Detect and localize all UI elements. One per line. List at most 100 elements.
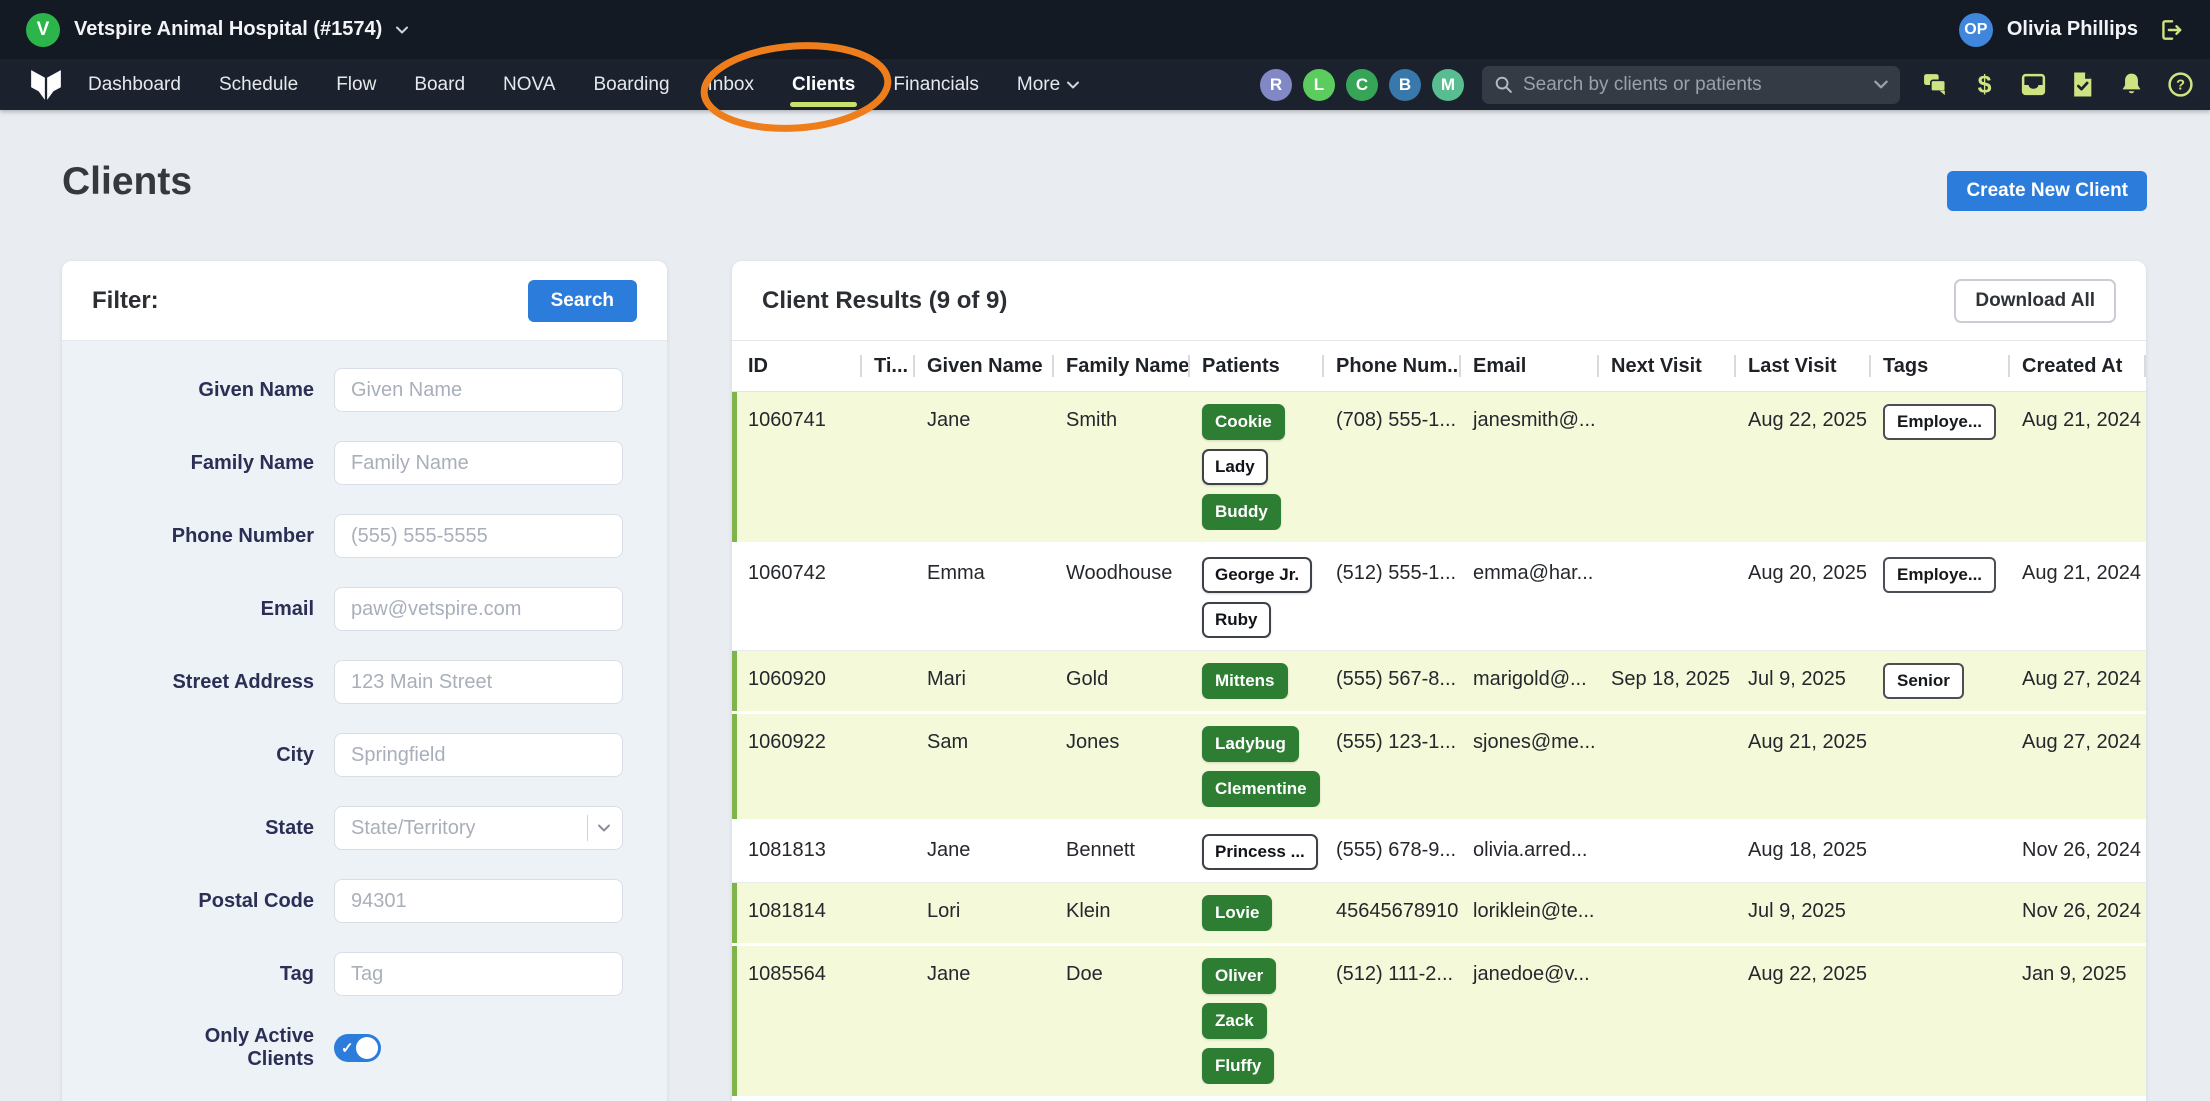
cell-tags: Employe... xyxy=(1869,404,2008,530)
table-row[interactable]: 1060741 Jane Smith Cookie Lady Buddy (708) 555… xyxy=(732,392,2146,545)
table-row[interactable]: 1081813 Jane Bennett Princess ... (555) 678-… xyxy=(732,822,2146,883)
nav-item-financials[interactable]: Financials xyxy=(893,74,979,96)
patient-badge[interactable]: Fluffy xyxy=(1202,1048,1275,1084)
nav-item-nova[interactable]: NOVA xyxy=(503,74,555,96)
filter-label-family-name: Family Name xyxy=(62,452,314,475)
patient-badge[interactable]: Lovie xyxy=(1202,895,1273,931)
cell-family-name: Doe xyxy=(1066,963,1103,985)
filter-panel: Filter: Search Given Name Given Name Famil… xyxy=(62,261,667,1101)
cell-created-at: Jan 9, 2025 xyxy=(2022,963,2127,985)
patient-badge[interactable]: Mittens xyxy=(1202,663,1288,699)
filter-search-button[interactable]: Search xyxy=(527,279,637,322)
nav-item-board[interactable]: Board xyxy=(414,74,465,96)
cell-last-visit: Aug 18, 2025 xyxy=(1748,839,1867,861)
vetspire-logo-icon[interactable] xyxy=(30,69,62,100)
org-switcher[interactable]: V Vetspire Animal Hospital (#1574) xyxy=(26,12,409,47)
column-header-patients: Patients xyxy=(1188,355,1322,378)
nav-item-label: Dashboard xyxy=(88,73,181,95)
cell-title xyxy=(860,834,913,870)
chevron-down-icon[interactable] xyxy=(1874,80,1888,89)
only-active-clients-toggle[interactable]: ✓ xyxy=(334,1034,381,1062)
patient-badge[interactable]: Clementine xyxy=(1202,771,1320,807)
filter-row-phone-number: Phone Number (555) 555-5555 xyxy=(62,514,667,558)
table-row[interactable]: 1060922 Sam Jones Ladybug Clementine (555) 12… xyxy=(732,714,2146,822)
nav-item-label: Inbox xyxy=(707,73,754,95)
cell-created-at: Nov 26, 2024 xyxy=(2022,839,2141,861)
column-header-tags: Tags xyxy=(1869,355,2008,378)
cell-created-at: Aug 27, 2024 xyxy=(2022,668,2141,690)
tag-input[interactable]: Tag xyxy=(334,952,623,996)
nav-item-more[interactable]: More xyxy=(1017,74,1080,96)
table-row[interactable]: 1060920 Mari Gold Mittens (555) 567-8... mari… xyxy=(732,651,2146,714)
logout-icon[interactable] xyxy=(2158,17,2184,43)
cell-next-visit xyxy=(1597,895,1734,931)
download-all-button[interactable]: Download All xyxy=(1954,278,2116,323)
doc-check-icon[interactable] xyxy=(2069,71,2096,98)
input-placeholder: 94301 xyxy=(351,889,407,912)
patient-badge[interactable]: Lady xyxy=(1202,449,1268,485)
street-address-input[interactable]: 123 Main Street xyxy=(334,660,623,704)
patient-badge[interactable]: Ruby xyxy=(1202,602,1271,638)
email-input[interactable]: paw@vetspire.com xyxy=(334,587,623,631)
nav-item-dashboard[interactable]: Dashboard xyxy=(88,74,181,96)
table-row[interactable]: 1060742 Emma Woodhouse George Jr. Ruby (512) … xyxy=(732,545,2146,651)
city-input[interactable]: Springfield xyxy=(334,733,623,777)
patient-badge[interactable]: Oliver xyxy=(1202,958,1277,994)
table-row[interactable]: 1251217TaylorMillerKona(555) 555-5...tay… xyxy=(732,1099,2146,1101)
user-avatar[interactable]: OP xyxy=(1958,12,1993,47)
column-header-given-name: Given Name xyxy=(913,355,1052,378)
patient-badge[interactable]: George Jr. xyxy=(1202,557,1313,593)
patient-badge[interactable]: Ladybug xyxy=(1202,726,1299,762)
cell-family-name: Gold xyxy=(1066,668,1109,690)
chevron-down-icon xyxy=(396,26,409,34)
cell-email: janedoe@v... xyxy=(1473,963,1590,985)
create-new-client-button[interactable]: Create New Client xyxy=(1947,171,2147,211)
cell-id: 1060920 xyxy=(748,668,826,690)
global-search-input[interactable]: Search by clients or patients xyxy=(1482,65,1900,104)
nav-bar: Dashboard Schedule Flow Board NOVA Boarding In… xyxy=(0,59,2210,110)
filter-label-text: Given Name xyxy=(198,378,314,401)
nav-item-flow[interactable]: Flow xyxy=(336,74,376,96)
help-icon[interactable]: ? xyxy=(2167,71,2194,98)
table-row[interactable]: 1085564 Jane Doe Oliver Zack Fluffy (512) 111-… xyxy=(732,946,2146,1099)
nav-item-label: NOVA xyxy=(503,73,556,95)
table-row[interactable]: 1081814 Lori Klein Lovie 45645678910 loriklei… xyxy=(732,883,2146,946)
dollar-icon[interactable]: $ xyxy=(1971,71,1998,98)
filter-label-text: Phone Number xyxy=(171,524,314,547)
filter-label-tag: Tag xyxy=(62,963,314,986)
nav-item-boarding[interactable]: Boarding xyxy=(593,74,669,96)
state-select[interactable]: State/Territory xyxy=(334,806,623,850)
nav-item-clients[interactable]: Clients xyxy=(789,74,858,107)
patient-badge[interactable]: Princess ... xyxy=(1202,834,1318,870)
given-name-input[interactable]: Given Name xyxy=(334,368,623,412)
team-avatar-b[interactable]: B xyxy=(1389,68,1421,101)
input-placeholder: Given Name xyxy=(351,378,463,401)
patient-badge[interactable]: Cookie xyxy=(1202,404,1285,440)
chat-icon[interactable] xyxy=(1922,71,1949,98)
input-placeholder: (555) 555-5555 xyxy=(351,524,488,547)
cell-id: 1060741 xyxy=(748,409,826,431)
cell-tags xyxy=(1869,895,2008,931)
cell-email: loriklein@te... xyxy=(1473,900,1595,922)
cell-family-name: Woodhouse xyxy=(1066,562,1173,584)
team-avatar-r[interactable]: R xyxy=(1260,68,1292,101)
nav-item-label: Boarding xyxy=(593,73,670,95)
results-header: Client Results (9 of 9) Download All xyxy=(732,261,2146,341)
tray-icon[interactable] xyxy=(2020,71,2047,98)
family-name-input[interactable]: Family Name xyxy=(334,441,623,485)
cell-last-visit: Aug 22, 2025 xyxy=(1748,963,1867,985)
bell-icon[interactable] xyxy=(2118,71,2145,98)
patient-badge[interactable]: Buddy xyxy=(1202,494,1281,530)
nav-item-schedule[interactable]: Schedule xyxy=(219,74,298,96)
patient-badge[interactable]: Zack xyxy=(1202,1003,1267,1039)
team-avatar-l[interactable]: L xyxy=(1303,68,1335,101)
filter-label-street-address: Street Address xyxy=(62,671,314,694)
team-avatar-c[interactable]: C xyxy=(1346,68,1378,101)
nav-item-inbox[interactable]: Inbox xyxy=(708,74,754,96)
phone-number-input[interactable]: (555) 555-5555 xyxy=(334,514,623,558)
team-avatar-m[interactable]: M xyxy=(1432,68,1464,101)
nav-action-icons: $? xyxy=(1922,71,2194,98)
postal-code-input[interactable]: 94301 xyxy=(334,879,623,923)
results-table-header: ID Ti... Given Name Family Name Patients Phon… xyxy=(732,341,2146,392)
